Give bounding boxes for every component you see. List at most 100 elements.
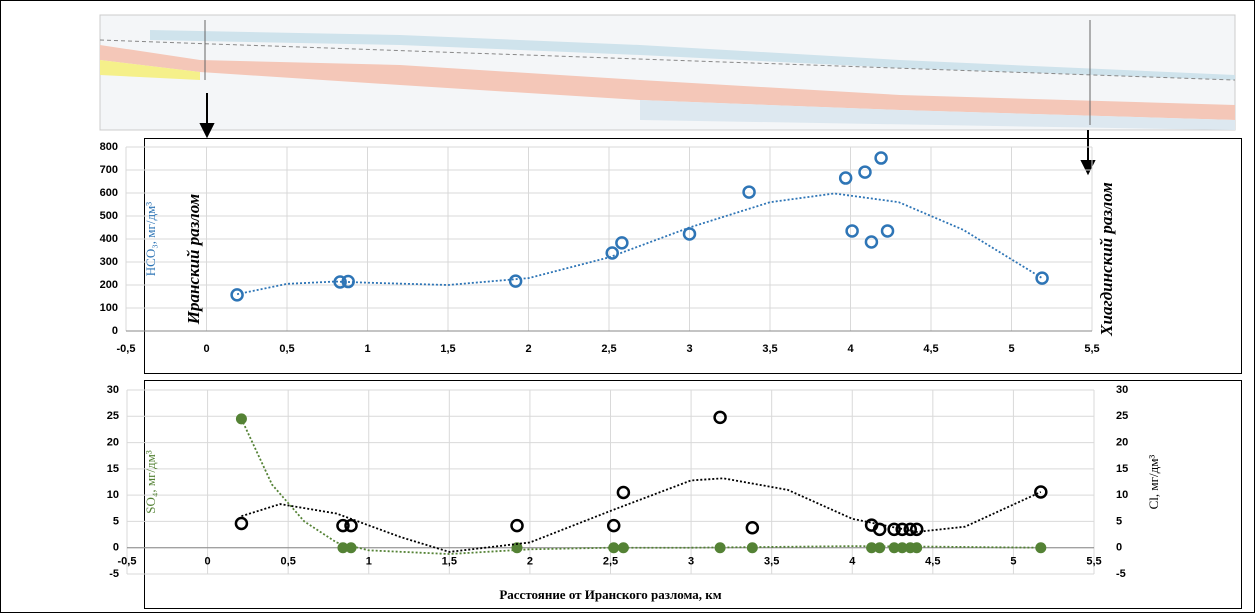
x-tick-label: 5: [1010, 556, 1016, 568]
point: [714, 542, 726, 554]
y-tick-label: 15: [107, 463, 119, 475]
x-axis-label: Расстояние от Иранского разлома, км: [499, 587, 721, 602]
x-tick-label: 1: [366, 556, 372, 568]
point: [508, 274, 523, 288]
point: [880, 224, 895, 238]
trend-line: [236, 192, 1043, 296]
x-tick-label: 4,5: [925, 556, 940, 568]
y-tick-label: 300: [100, 256, 118, 268]
x-tick-label: 5,5: [1084, 343, 1099, 355]
x-tick-label: 0,5: [281, 556, 296, 568]
annotation: Иранский разлом: [184, 193, 203, 325]
y-tick-label: 25: [107, 410, 119, 422]
y2-tick-label: 5: [1116, 515, 1122, 527]
point: [1035, 271, 1049, 285]
point: [745, 520, 760, 535]
point: [874, 542, 886, 554]
y-tick-label: 30: [107, 384, 119, 396]
x-tick-label: 1,5: [442, 556, 457, 568]
arrows: [199, 93, 1096, 176]
x-tick-label: 1: [364, 343, 370, 355]
x-tick-label: 4: [847, 343, 854, 355]
x-tick-label: 3: [688, 556, 694, 568]
point: [605, 246, 619, 260]
y-tick-label: 500: [100, 210, 118, 222]
annotation: Хиагдинский разлом: [1097, 182, 1116, 337]
point: [895, 522, 909, 537]
y2-tick-label: 20: [1116, 436, 1128, 448]
x-tick-label: 5: [1008, 343, 1014, 355]
point: [1034, 485, 1048, 499]
point: [345, 542, 357, 554]
point: [230, 288, 244, 302]
y2-tick-label: 30: [1116, 384, 1128, 396]
x-tick-label: 2,5: [603, 556, 618, 568]
y2-axis-label: Cl, мг/дм³: [1146, 455, 1161, 510]
point: [617, 542, 629, 554]
y-tick-label: 600: [100, 187, 118, 199]
y-tick-label: 700: [100, 164, 118, 176]
point: [511, 542, 523, 554]
x-tick-label: 0: [203, 343, 209, 355]
y-tick-label: 200: [100, 279, 118, 291]
chart-box: [144, 380, 1242, 609]
point: [746, 542, 758, 554]
y2-tick-label: 0: [1116, 542, 1122, 554]
point: [341, 274, 355, 289]
point: [235, 413, 247, 425]
point: [606, 518, 621, 533]
point: [713, 410, 727, 425]
point: [336, 518, 350, 533]
y-tick-label: 0: [112, 325, 118, 337]
y-tick-label: 400: [100, 233, 118, 245]
x-tick-label: 2: [527, 556, 533, 568]
point: [616, 485, 631, 500]
x-tick-label: 4: [849, 556, 856, 568]
point: [872, 522, 887, 537]
x-tick-label: 5,5: [1086, 556, 1101, 568]
y-tick-label: 800: [100, 141, 118, 153]
y2-tick-label: 10: [1116, 489, 1128, 501]
point: [742, 185, 756, 199]
y2-tick-label: 25: [1116, 410, 1128, 422]
x-tick-label: 1,5: [440, 343, 455, 355]
y-axis-label: SO₄, мг/дм³: [143, 450, 158, 514]
point: [615, 236, 629, 250]
x-tick-label: 3,5: [764, 556, 779, 568]
point: [1035, 542, 1047, 554]
x-tick-label: 3: [686, 343, 692, 355]
y-tick-label: 0: [113, 542, 119, 554]
point: [845, 224, 859, 238]
point: [874, 151, 888, 165]
y-tick-label: 10: [107, 489, 119, 501]
point: [858, 165, 872, 179]
y-tick-label: 5: [113, 515, 119, 527]
point: [903, 522, 918, 537]
trend-line: [240, 418, 1041, 555]
point: [887, 522, 901, 537]
y2-tick-label: 15: [1116, 463, 1128, 475]
point: [510, 518, 524, 533]
point: [911, 542, 923, 554]
point: [864, 235, 879, 249]
cross-section: [99, 14, 1236, 131]
x-tick-label: 2: [525, 343, 531, 355]
y-tick-label: 100: [100, 302, 118, 314]
x-tick-label: 4,5: [923, 343, 938, 355]
point: [234, 516, 249, 531]
trend-line: [241, 477, 1042, 553]
x-tick-label: 0,5: [279, 343, 294, 355]
y-tick-label: 20: [107, 436, 119, 448]
x-tick-label: 3,5: [762, 343, 777, 355]
point: [909, 522, 924, 537]
x-tick-label: -0,5: [118, 556, 137, 568]
point: [333, 275, 347, 289]
x-tick-label: -0,5: [117, 343, 136, 355]
y2-tick-label: -5: [1116, 568, 1126, 580]
point: [682, 227, 697, 241]
y-tick-label: -5: [109, 568, 119, 580]
point: [838, 171, 853, 185]
chart-box: [144, 138, 1242, 374]
x-tick-label: 2,5: [601, 343, 616, 355]
